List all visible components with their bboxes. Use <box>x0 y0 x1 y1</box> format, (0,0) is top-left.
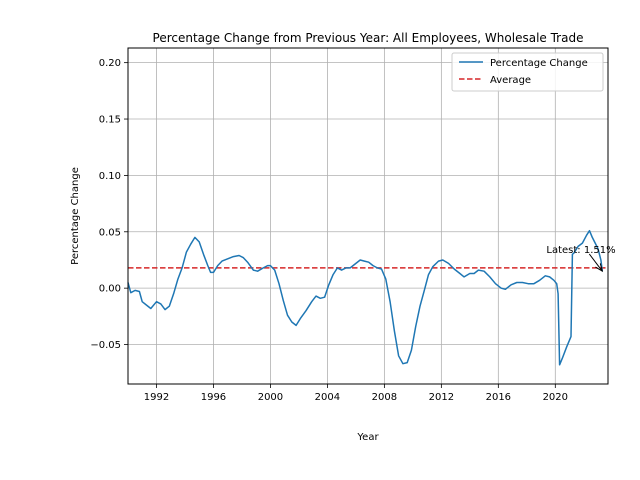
legend: Percentage Change Average <box>451 52 604 92</box>
annotation-layer: Latest: 1.51% <box>546 245 616 273</box>
y-tick-label: 0.00 <box>99 284 121 295</box>
axes-frame <box>127 47 609 385</box>
annotation-latest: Latest: 1.51% <box>546 245 615 256</box>
x-tick-label: 2000 <box>258 392 283 403</box>
y-tick-label: 0.10 <box>99 171 121 182</box>
grid <box>128 48 608 384</box>
series-layer <box>127 229 604 366</box>
x-tick-label: 2020 <box>543 392 568 403</box>
legend-label-percentage-change: Percentage Change <box>490 58 588 69</box>
x-axis-label: Year <box>356 432 379 443</box>
x-tick-label: 1992 <box>144 392 169 403</box>
annotation-arrow-shaft <box>588 253 603 272</box>
x-tick-label: 2012 <box>429 392 454 403</box>
chart-title: Percentage Change from Previous Year: Al… <box>153 31 584 45</box>
y-axis-label: Percentage Change <box>70 167 81 265</box>
annotation-arrow-head <box>595 263 604 273</box>
x-tick-label: 2008 <box>372 392 397 403</box>
ticks: 1992 1996 2000 2004 2008 2012 2016 2020 −0.05 0.0… <box>90 58 568 403</box>
y-tick-label: −0.05 <box>90 340 121 351</box>
y-tick-label: 0.15 <box>99 115 121 126</box>
series-line-percentage-change <box>127 229 604 366</box>
x-tick-label: 2004 <box>315 392 340 403</box>
y-tick-label: 0.20 <box>99 58 121 69</box>
x-tick-label: 2016 <box>486 392 511 403</box>
legend-box <box>451 52 604 92</box>
legend-label-average: Average <box>490 75 531 86</box>
x-tick-label: 1996 <box>201 392 226 403</box>
y-tick-label: 0.05 <box>99 227 121 238</box>
